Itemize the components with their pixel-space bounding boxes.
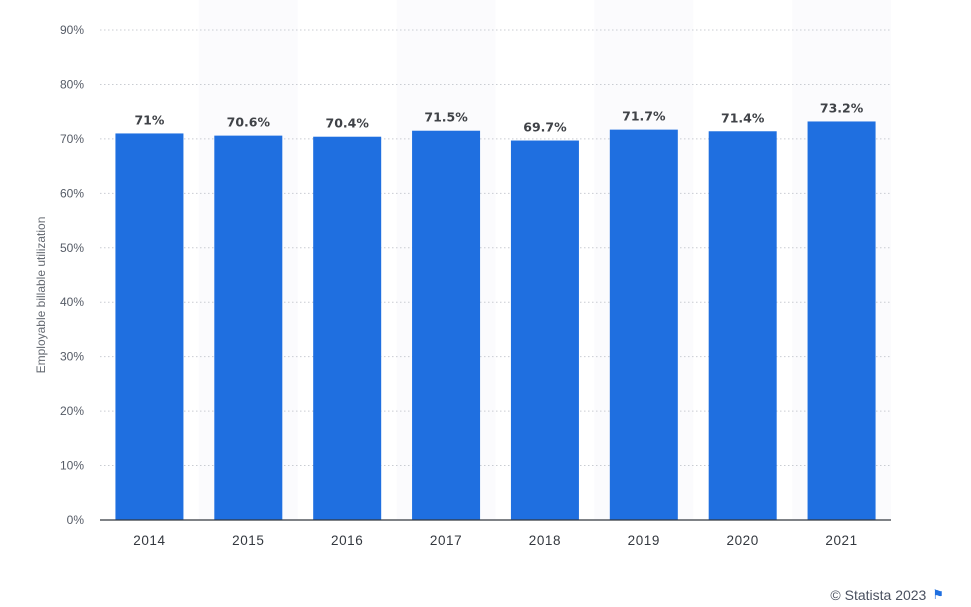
x-tick-label-2015: 2015	[232, 533, 264, 548]
y-tick-label: 0%	[67, 513, 85, 527]
y-tick-label: 20%	[60, 404, 84, 418]
x-tick-label-2020: 2020	[726, 533, 758, 548]
y-tick-label: 90%	[60, 23, 84, 37]
bar-2015[interactable]	[214, 135, 283, 520]
bar-2019[interactable]	[609, 129, 678, 520]
bar-2018[interactable]	[510, 140, 579, 520]
y-tick-label: 30%	[60, 350, 84, 364]
data-label-2021: 73.2%	[820, 100, 864, 115]
y-tick-label: 70%	[60, 132, 84, 146]
data-label-2020: 71.4%	[721, 110, 765, 125]
bar-2016[interactable]	[313, 136, 382, 520]
x-axis-ticks: 2014 2015 2016 2017 2018 2019 2020 2021	[133, 533, 857, 548]
y-tick-label: 80%	[60, 77, 84, 91]
y-tick-label: 40%	[60, 295, 84, 309]
x-tick-label-2016: 2016	[331, 533, 363, 548]
bar-2014[interactable]	[115, 133, 184, 520]
statista-credit[interactable]: © Statista 2023 ⚑	[830, 587, 944, 603]
credit-text: © Statista 2023	[830, 587, 927, 603]
x-tick-label-2017: 2017	[430, 533, 462, 548]
bar-2021[interactable]	[807, 121, 876, 520]
y-tick-label: 50%	[60, 241, 84, 255]
data-label-2019: 71.7%	[622, 109, 666, 124]
bars	[115, 121, 876, 520]
y-tick-label: 10%	[60, 459, 84, 473]
x-tick-label-2014: 2014	[133, 533, 165, 548]
bar-2017[interactable]	[412, 130, 481, 520]
bar-2020[interactable]	[708, 131, 777, 520]
y-tick-label: 60%	[60, 186, 84, 200]
data-label-2018: 69.7%	[523, 120, 567, 135]
data-label-2017: 71.5%	[424, 110, 468, 125]
x-tick-label-2018: 2018	[529, 533, 561, 548]
data-labels: 71% 70.6% 70.4% 71.5% 69.7% 71.7% 71.4% 73.2%	[134, 100, 863, 134]
data-label-2014: 71%	[134, 112, 164, 127]
data-label-2016: 70.4%	[326, 116, 370, 131]
y-axis-ticks: 0% 10% 20% 30% 40% 50% 60% 70% 80% 90%	[60, 23, 84, 527]
flag-icon[interactable]: ⚑	[932, 587, 944, 602]
data-label-2015: 70.6%	[227, 115, 271, 130]
y-axis-title: Employable billable utilization	[34, 217, 48, 374]
x-tick-label-2021: 2021	[825, 533, 857, 548]
x-tick-label-2019: 2019	[628, 533, 660, 548]
